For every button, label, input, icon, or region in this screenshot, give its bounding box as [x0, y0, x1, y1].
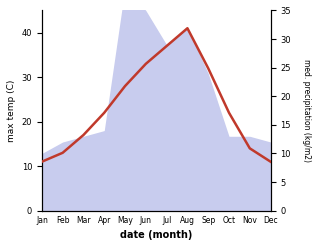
Y-axis label: max temp (C): max temp (C) — [7, 79, 16, 142]
Y-axis label: med. precipitation (kg/m2): med. precipitation (kg/m2) — [302, 59, 311, 162]
X-axis label: date (month): date (month) — [120, 230, 192, 240]
